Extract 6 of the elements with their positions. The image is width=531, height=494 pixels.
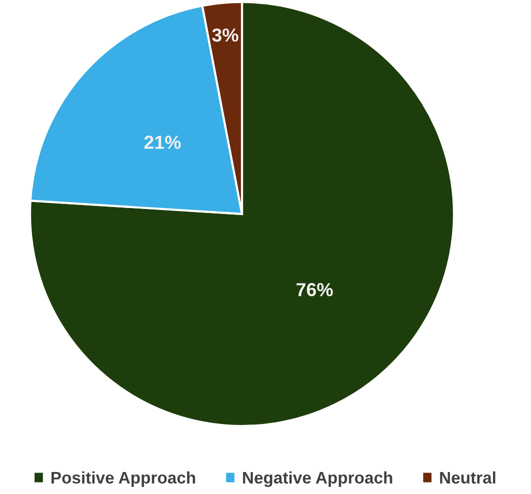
legend-label: Positive Approach	[52, 471, 196, 487]
legend-label: Neutral	[440, 471, 496, 484]
data-label: 21%	[144, 136, 181, 149]
legend-label: Negative Approach	[243, 471, 392, 487]
data-label: 76%	[296, 283, 333, 296]
data-label: 3%	[212, 28, 238, 42]
